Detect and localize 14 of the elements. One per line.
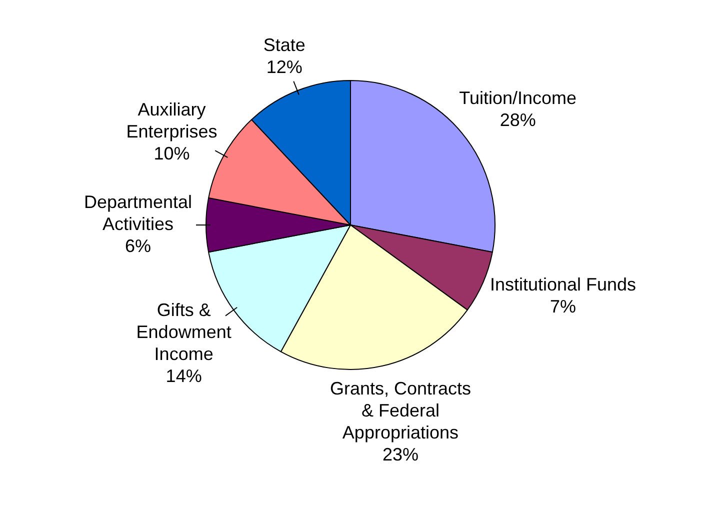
data-label: 28%: [500, 110, 536, 130]
data-label: 14%: [166, 366, 202, 386]
slice-label: Tuition/Income: [459, 88, 577, 108]
slice-label: Grants, Contracts & Federal Appropriations: [330, 378, 471, 443]
data-label: 12%: [266, 57, 302, 78]
slice-label: Institutional Funds: [490, 274, 636, 295]
slice-label: Auxiliary Enterprises: [126, 100, 218, 142]
data-label: 23%: [382, 444, 418, 465]
data-label: 10%: [154, 144, 190, 164]
data-label: 7%: [550, 296, 576, 317]
slice-label: Gifts & Endowment Income: [136, 300, 232, 364]
slice-label: Departmental Activities: [84, 192, 192, 234]
data-label: 6%: [124, 236, 151, 256]
slice-label: State: [263, 35, 306, 56]
